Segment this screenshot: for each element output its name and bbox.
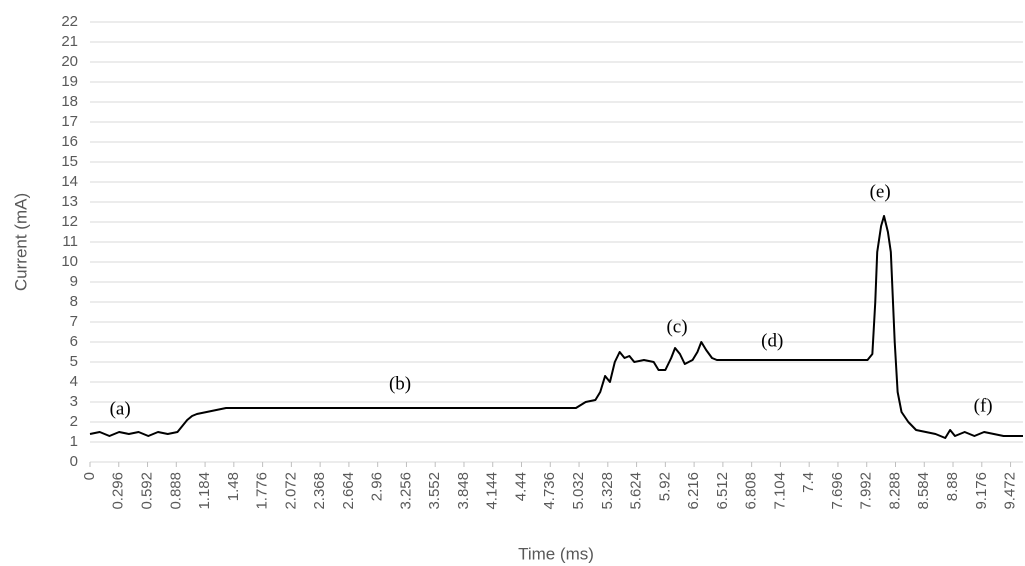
y-tick-label: 18 xyxy=(61,93,78,110)
x-tick-label: 3.256 xyxy=(397,472,414,510)
x-tick-label: 8.88 xyxy=(944,472,961,501)
x-tick-label: 8.584 xyxy=(915,472,932,510)
x-tick-label: 5.328 xyxy=(599,472,616,510)
x-tick-label: 0.296 xyxy=(110,472,127,510)
y-tick-label: 6 xyxy=(70,333,78,350)
x-tick-label: 1.48 xyxy=(225,472,242,501)
x-tick-label: 4.44 xyxy=(512,472,529,501)
x-tick-label: 1.776 xyxy=(254,472,271,510)
y-tick-label: 21 xyxy=(61,33,78,50)
x-tick-label: 5.032 xyxy=(570,472,587,510)
x-tick-label: 0 xyxy=(81,472,98,480)
x-tick-label: 2.96 xyxy=(369,472,386,501)
y-tick-label: 10 xyxy=(61,253,78,270)
y-tick-label: 9 xyxy=(70,273,78,290)
x-tick-label: 0.592 xyxy=(139,472,156,510)
x-tick-label: 7.696 xyxy=(829,472,846,510)
x-tick-label: 9.176 xyxy=(973,472,990,510)
annotation: (a) xyxy=(110,398,131,419)
y-tick-label: 3 xyxy=(70,393,78,410)
y-tick-label: 14 xyxy=(61,173,78,190)
y-tick-label: 12 xyxy=(61,213,78,230)
y-tick-label: 2 xyxy=(70,413,78,430)
y-tick-label: 7 xyxy=(70,313,78,330)
y-tick-label: 13 xyxy=(61,193,78,210)
y-axis-title: Current (mA) xyxy=(11,193,30,291)
x-tick-label: 2.368 xyxy=(311,472,328,510)
x-tick-label: 8.288 xyxy=(886,472,903,510)
annotation: (d) xyxy=(761,330,783,351)
y-tick-label: 1 xyxy=(70,433,78,450)
x-tick-label: 7.104 xyxy=(771,472,788,510)
y-tick-label: 15 xyxy=(61,153,78,170)
x-tick-label: 4.144 xyxy=(484,472,501,510)
y-tick-label: 19 xyxy=(61,73,78,90)
y-tick-label: 8 xyxy=(70,293,78,310)
annotation: (c) xyxy=(666,316,687,337)
annotation: (f) xyxy=(974,395,993,416)
x-tick-label: 7.992 xyxy=(858,472,875,510)
x-tick-label: 0.888 xyxy=(167,472,184,510)
x-tick-label: 9.472 xyxy=(1002,472,1019,510)
x-tick-label: 6.216 xyxy=(685,472,702,510)
x-tick-label: 7.4 xyxy=(800,472,817,493)
x-tick-label: 6.512 xyxy=(714,472,731,510)
annotation: (e) xyxy=(870,181,891,202)
y-tick-label: 20 xyxy=(61,53,78,70)
x-tick-label: 1.184 xyxy=(196,472,213,510)
x-axis-title: Time (ms) xyxy=(518,544,594,563)
x-tick-label: 6.808 xyxy=(743,472,760,510)
x-tick-label: 2.072 xyxy=(282,472,299,510)
y-tick-label: 5 xyxy=(70,353,78,370)
y-tick-label: 11 xyxy=(62,233,78,250)
x-tick-label: 2.664 xyxy=(340,472,357,510)
annotation: (b) xyxy=(389,373,411,394)
y-tick-label: 0 xyxy=(70,453,78,470)
x-tick-label: 4.736 xyxy=(541,472,558,510)
x-tick-label: 3.848 xyxy=(455,472,472,510)
x-tick-label: 3.552 xyxy=(426,472,443,510)
x-tick-label: 5.92 xyxy=(656,472,673,501)
y-tick-label: 4 xyxy=(70,373,78,390)
y-tick-label: 22 xyxy=(61,13,78,30)
y-tick-label: 16 xyxy=(61,133,78,150)
y-tick-label: 17 xyxy=(61,113,78,130)
x-tick-label: 5.624 xyxy=(628,472,645,510)
data-line xyxy=(89,215,1023,439)
